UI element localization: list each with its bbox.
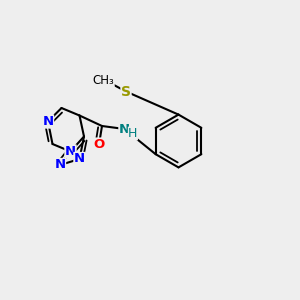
Text: N: N — [119, 122, 130, 136]
Text: S: S — [121, 85, 131, 98]
Text: N: N — [42, 115, 54, 128]
Text: N: N — [65, 145, 76, 158]
Text: H: H — [128, 127, 138, 140]
Text: N: N — [74, 152, 85, 166]
Text: CH₃: CH₃ — [93, 74, 114, 88]
Text: N: N — [54, 158, 66, 172]
Text: O: O — [93, 138, 105, 151]
